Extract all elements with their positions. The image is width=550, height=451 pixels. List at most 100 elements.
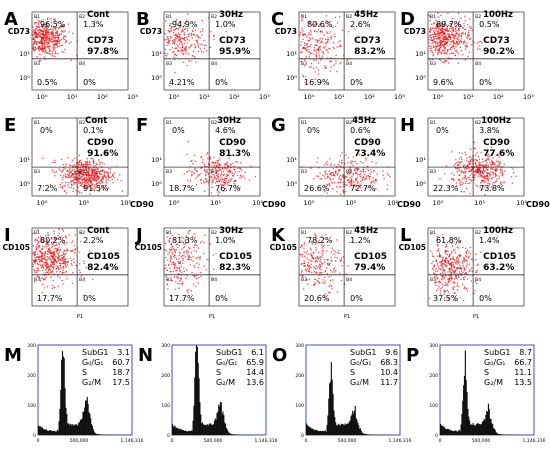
dot <box>330 251 332 253</box>
dot <box>93 165 95 167</box>
dot <box>202 158 204 161</box>
dot <box>180 255 183 258</box>
dot <box>200 172 202 175</box>
dot <box>79 178 81 180</box>
dot <box>57 52 59 55</box>
dot <box>443 49 446 51</box>
dot <box>186 42 189 44</box>
dot <box>362 162 364 164</box>
dot <box>98 182 100 184</box>
dot <box>459 25 461 28</box>
dot <box>309 44 312 46</box>
dot <box>440 52 443 55</box>
dot <box>476 152 478 154</box>
dot <box>338 272 341 275</box>
dot <box>327 57 329 59</box>
dot <box>368 178 371 180</box>
dot <box>324 38 327 41</box>
dot <box>185 36 187 39</box>
quadrant-value-b4: 0% <box>350 78 363 87</box>
dot <box>302 74 304 76</box>
dot <box>63 250 65 252</box>
x-tick-label: 1,146,316 <box>255 438 278 444</box>
dot <box>430 250 432 253</box>
dot <box>480 180 483 182</box>
dot <box>441 25 444 28</box>
dot <box>452 256 454 258</box>
dot <box>200 275 202 278</box>
dot <box>491 167 493 169</box>
dot <box>450 258 452 261</box>
dot <box>95 173 98 175</box>
dot <box>452 26 454 29</box>
stat-label: G₂/M <box>82 378 101 387</box>
panel-letter: B <box>136 9 150 30</box>
dot <box>45 40 48 42</box>
dot <box>83 260 85 262</box>
dot <box>202 252 205 255</box>
dot <box>455 45 457 47</box>
quadrant-value-b4: 0% <box>350 294 363 303</box>
dot <box>229 171 232 173</box>
dot <box>435 24 438 27</box>
quadrant-name-b4: B4 <box>211 277 217 283</box>
dot <box>445 246 447 248</box>
dot <box>439 32 441 35</box>
y-tick-label: 200 <box>27 373 36 379</box>
dot <box>177 32 179 35</box>
dot <box>216 169 218 172</box>
dot <box>449 277 451 280</box>
dot <box>193 172 196 175</box>
dot <box>43 27 45 30</box>
dot <box>196 175 199 177</box>
dot <box>453 285 456 288</box>
dot <box>436 278 439 280</box>
dot <box>452 28 455 30</box>
dot <box>63 271 65 274</box>
dot <box>199 271 202 274</box>
y-tick-label: 10¹ <box>151 156 162 164</box>
dot <box>78 192 81 194</box>
dot <box>470 26 472 28</box>
dot <box>194 160 196 163</box>
dot <box>439 268 442 270</box>
dot <box>75 175 78 177</box>
dot <box>467 167 469 169</box>
dot <box>62 163 65 166</box>
dot <box>446 289 449 292</box>
dot <box>318 265 320 267</box>
quadrant-value-b2: 2.2% <box>83 236 104 245</box>
dot <box>198 263 200 265</box>
dot <box>232 162 234 165</box>
dot <box>386 173 389 175</box>
quadrant-value-b1: 96.5% <box>40 20 66 29</box>
dot <box>337 172 339 175</box>
dot <box>213 268 215 270</box>
dot <box>498 162 500 164</box>
dot <box>315 249 317 251</box>
dot <box>65 192 68 194</box>
dot <box>64 173 66 175</box>
dot <box>443 38 445 41</box>
dot <box>171 251 173 254</box>
dot <box>450 20 453 23</box>
dot <box>89 177 91 180</box>
dot <box>60 30 63 32</box>
dot <box>466 278 469 280</box>
dot <box>166 236 169 238</box>
dot <box>328 285 330 288</box>
dot <box>89 179 92 181</box>
dot <box>457 62 459 64</box>
dot <box>195 184 198 186</box>
dot <box>113 172 116 174</box>
dot <box>496 168 498 171</box>
dot <box>444 258 447 260</box>
dot <box>483 170 486 173</box>
dot <box>447 271 449 273</box>
stat-label: G₀/G₁ <box>350 358 372 367</box>
dot <box>54 51 56 54</box>
dot <box>46 245 48 247</box>
dot <box>73 251 76 254</box>
dot <box>84 180 87 183</box>
dot <box>45 265 47 268</box>
